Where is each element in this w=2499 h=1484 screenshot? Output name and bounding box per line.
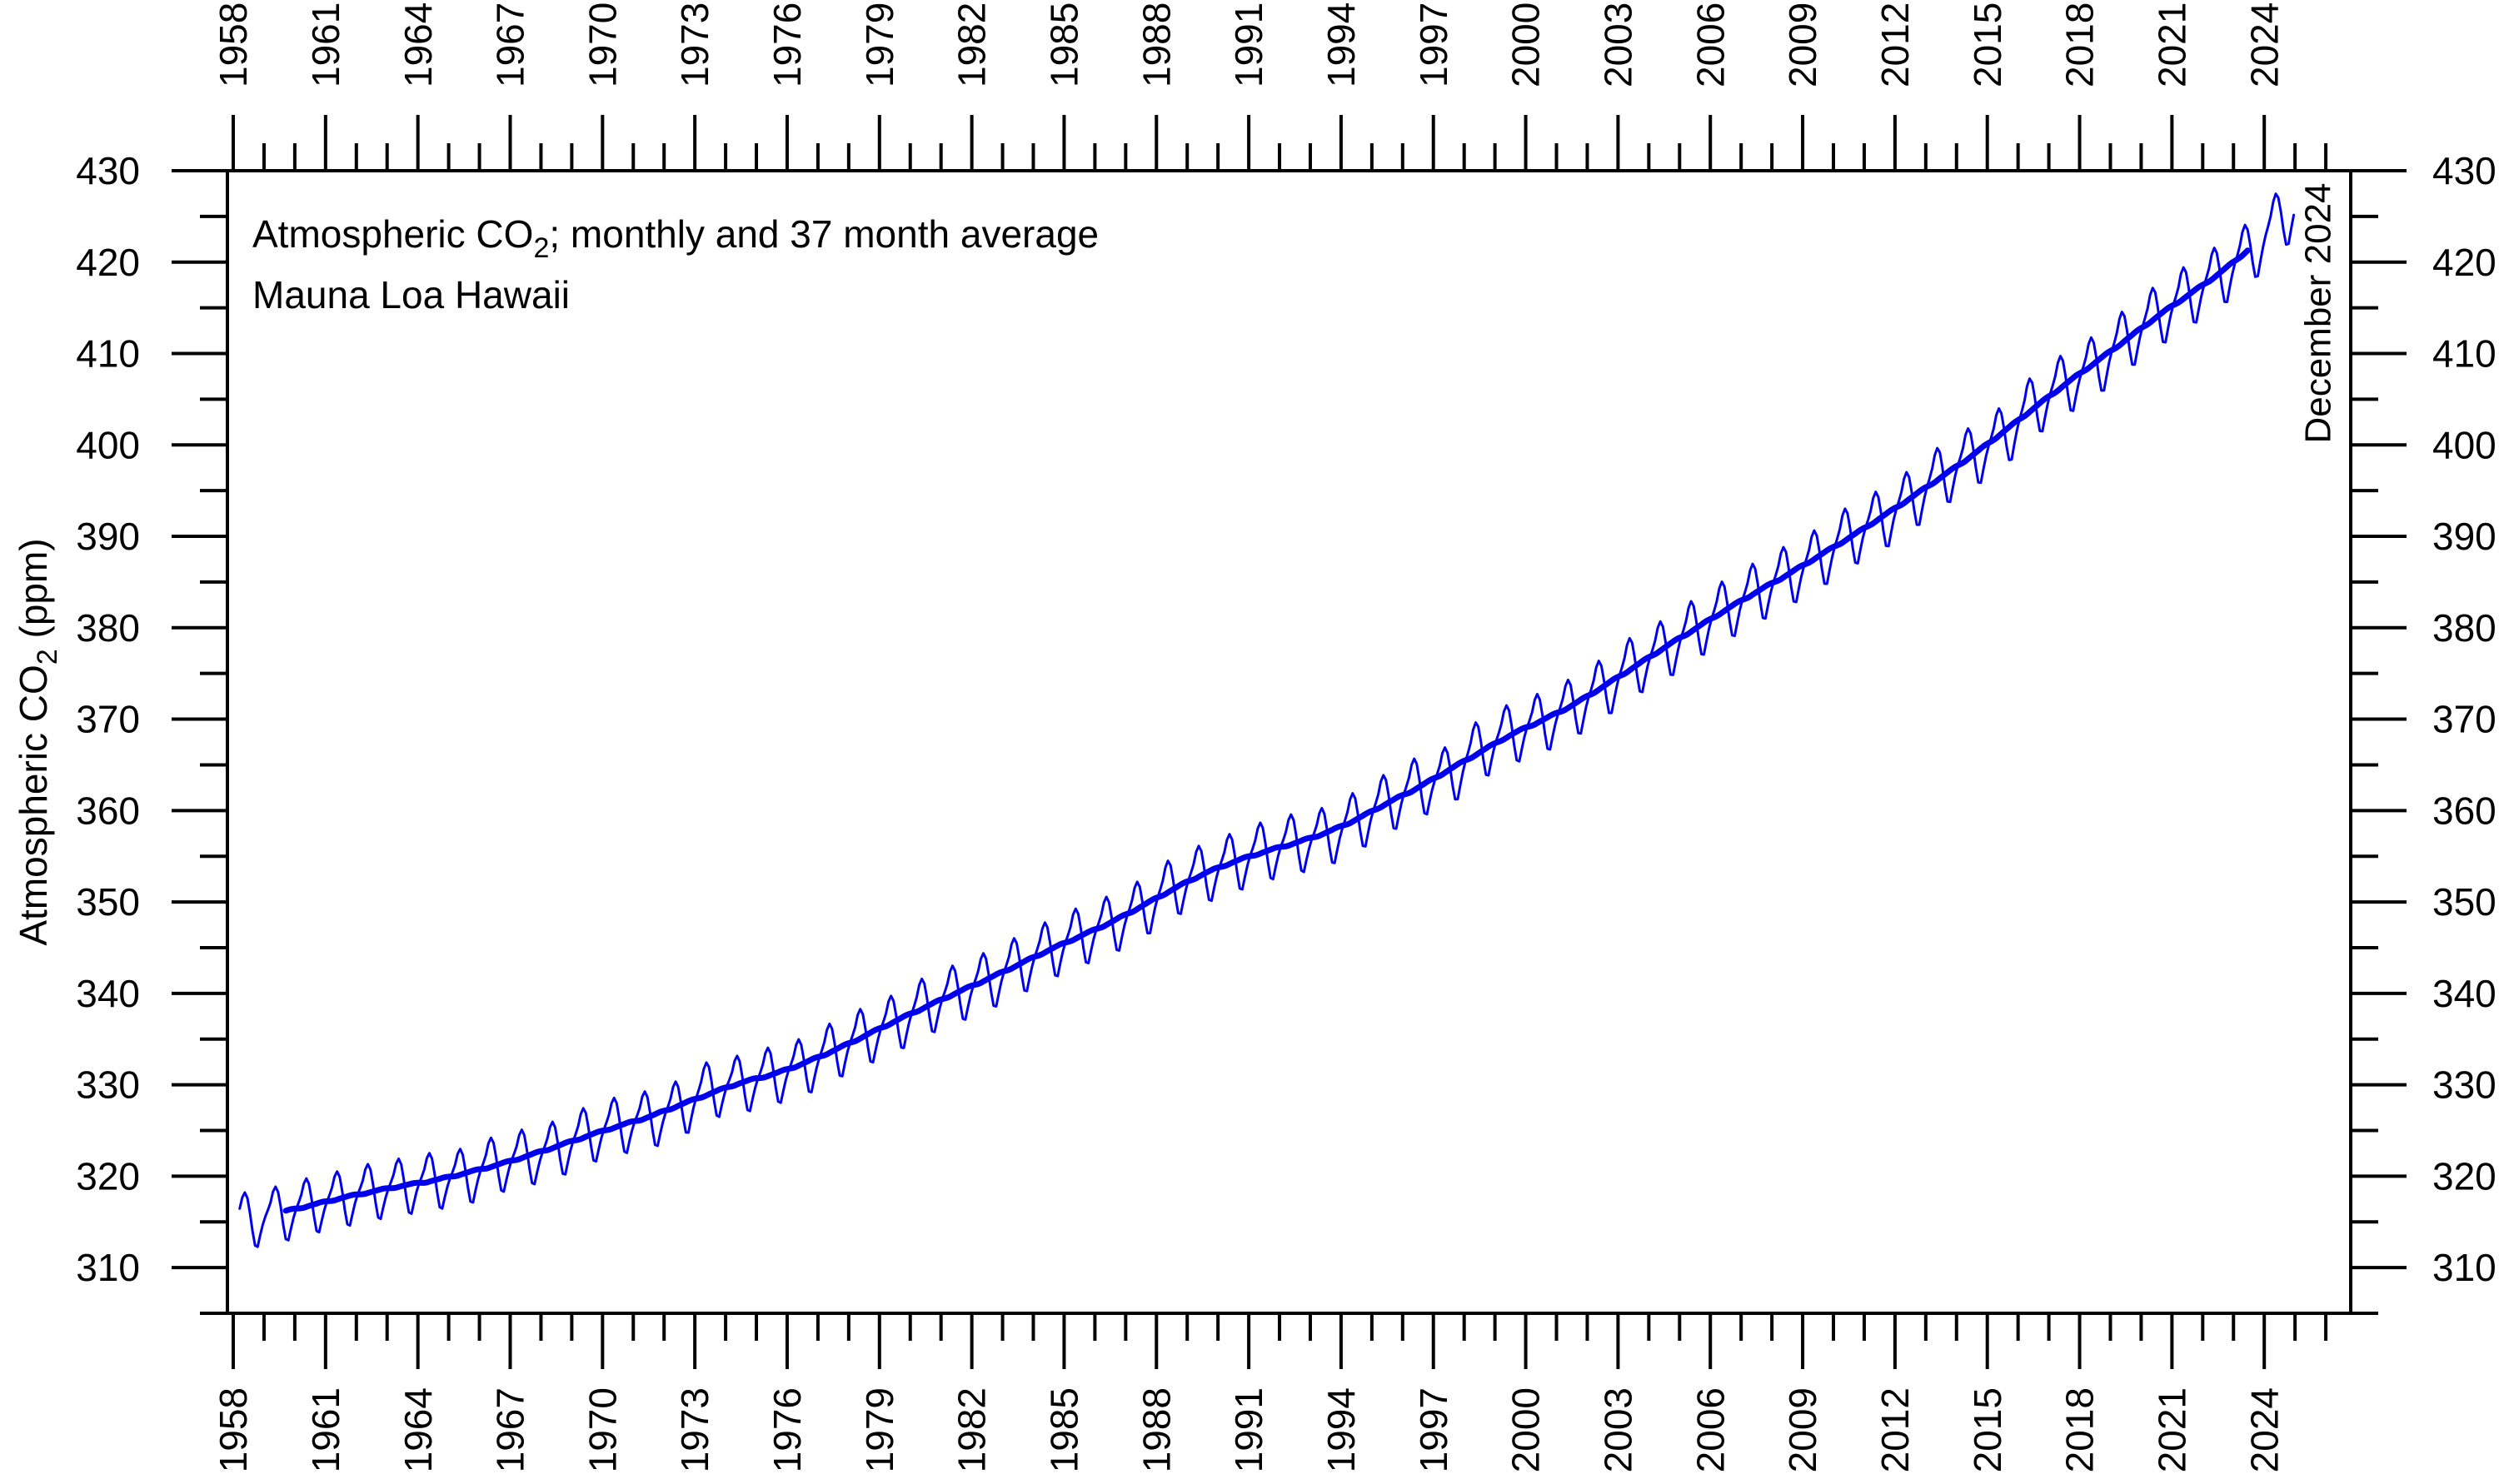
average-co2-line [282,247,2251,1214]
x-tick-label-top: 1979 [858,2,901,87]
x-tick-label-bottom: 1994 [1319,1387,1363,1472]
y-tick-label-left: 380 [76,606,140,650]
y-tick-label-right: 430 [2432,149,2497,192]
x-tick-label-top: 2003 [1597,2,1640,87]
x-tick-label-top: 1994 [1319,2,1363,87]
x-tick-label-top: 1958 [212,2,255,87]
y-axis-title-prefix: Atmospheric CO [12,665,55,945]
x-tick-label-top: 1973 [673,2,716,87]
x-tick-label-top: 1988 [1135,2,1178,87]
y-tick-label-right: 350 [2432,880,2497,924]
y-tick-label-left: 340 [76,972,140,1015]
x-tick-label-bottom: 1967 [489,1387,532,1472]
x-tick-label-bottom: 1970 [581,1387,624,1472]
y-tick-label-right: 390 [2432,515,2497,558]
y-tick-label-right: 400 [2432,423,2497,466]
y-tick-label-right: 330 [2432,1063,2497,1107]
x-tick-label-top: 1967 [489,2,532,87]
chart-title-suffix: ; monthly and 37 month average [549,212,1099,256]
x-tick-label-top: 1997 [1412,2,1455,87]
axis-ticks [172,115,2407,1369]
chart-title-subscript: 2 [533,232,549,264]
y-axis-title: Atmospheric CO2 (ppm) [12,538,63,945]
x-tick-label-top: 1976 [766,2,809,87]
x-tick-label-bottom: 2024 [2242,1387,2286,1472]
chart-subtitle: Mauna Loa Hawaii [252,273,570,316]
latest-month-annotation: December 2024 [2297,182,2338,443]
y-tick-label-left: 390 [76,515,140,558]
x-tick-label-bottom: 1979 [858,1387,901,1472]
y-tick-label-left: 350 [76,880,140,924]
x-tick-label-bottom: 2018 [2058,1387,2102,1472]
y-tick-label-left: 310 [76,1246,140,1289]
x-tick-label-top: 1970 [581,2,624,87]
plot-area-frame [226,169,2352,1315]
x-tick-label-bottom: 1988 [1135,1387,1178,1472]
x-tick-label-top: 2024 [2242,2,2286,87]
y-tick-label-left: 330 [76,1063,140,1107]
y-tick-label-right: 420 [2432,241,2497,284]
x-tick-label-bottom: 2021 [2150,1387,2193,1472]
y-tick-label-left: 360 [76,789,140,832]
y-tick-label-right: 380 [2432,606,2497,650]
y-axis-title-subscript: 2 [32,649,63,665]
chart-title: Atmospheric CO2; monthly and 37 month av… [252,212,1099,264]
x-tick-label-top: 1964 [397,2,440,87]
y-tick-label-left: 430 [76,149,140,192]
chart-title-prefix: Atmospheric CO [252,212,533,256]
x-tick-label-bottom: 2003 [1597,1387,1640,1472]
x-tick-label-bottom: 1985 [1043,1387,1086,1472]
y-tick-label-right: 310 [2432,1246,2497,1289]
y-tick-label-left: 420 [76,241,140,284]
y-tick-label-right: 340 [2432,972,2497,1015]
x-tick-label-top: 2018 [2058,2,2102,87]
x-tick-label-top: 1991 [1227,2,1270,87]
y-axis-title-suffix: (ppm) [12,538,55,649]
x-tick-label-top: 1985 [1043,2,1086,87]
y-tick-label-right: 410 [2432,332,2497,376]
y-tick-label-left: 410 [76,332,140,376]
x-tick-label-bottom: 1973 [673,1387,716,1472]
y-tick-label-right: 320 [2432,1154,2497,1198]
y-tick-label-right: 370 [2432,698,2497,741]
x-tick-label-bottom: 1958 [212,1387,255,1472]
x-tick-label-bottom: 2000 [1504,1387,1548,1472]
x-tick-label-top: 2009 [1781,2,1824,87]
y-tick-label-left: 320 [76,1154,140,1198]
x-tick-label-bottom: 2012 [1873,1387,1917,1472]
x-tick-label-bottom: 1961 [304,1387,347,1472]
x-tick-label-bottom: 1976 [766,1387,809,1472]
axis-tick-labels: 1958 1958 1961 1961 1964 1964 1967 1967 1970 1970… [76,2,2497,1473]
y-tick-label-left: 370 [76,698,140,741]
x-tick-label-top: 2000 [1504,2,1548,87]
x-tick-label-top: 2015 [1966,2,2009,87]
x-tick-label-top: 2006 [1688,2,1732,87]
monthly-co2-line [238,192,2296,1248]
x-tick-label-top: 1982 [950,2,994,87]
x-tick-label-bottom: 2015 [1966,1387,2009,1472]
x-tick-label-bottom: 1982 [950,1387,994,1472]
x-tick-label-top: 1961 [304,2,347,87]
x-tick-label-bottom: 2009 [1781,1387,1824,1472]
x-tick-label-top: 2012 [1873,2,1917,87]
y-tick-label-left: 400 [76,423,140,466]
x-tick-label-bottom: 2006 [1688,1387,1732,1472]
x-tick-label-bottom: 1964 [397,1387,440,1472]
y-tick-label-right: 360 [2432,789,2497,832]
x-tick-label-bottom: 1997 [1412,1387,1455,1472]
x-tick-label-bottom: 1991 [1227,1387,1270,1472]
x-tick-label-top: 2021 [2150,2,2193,87]
